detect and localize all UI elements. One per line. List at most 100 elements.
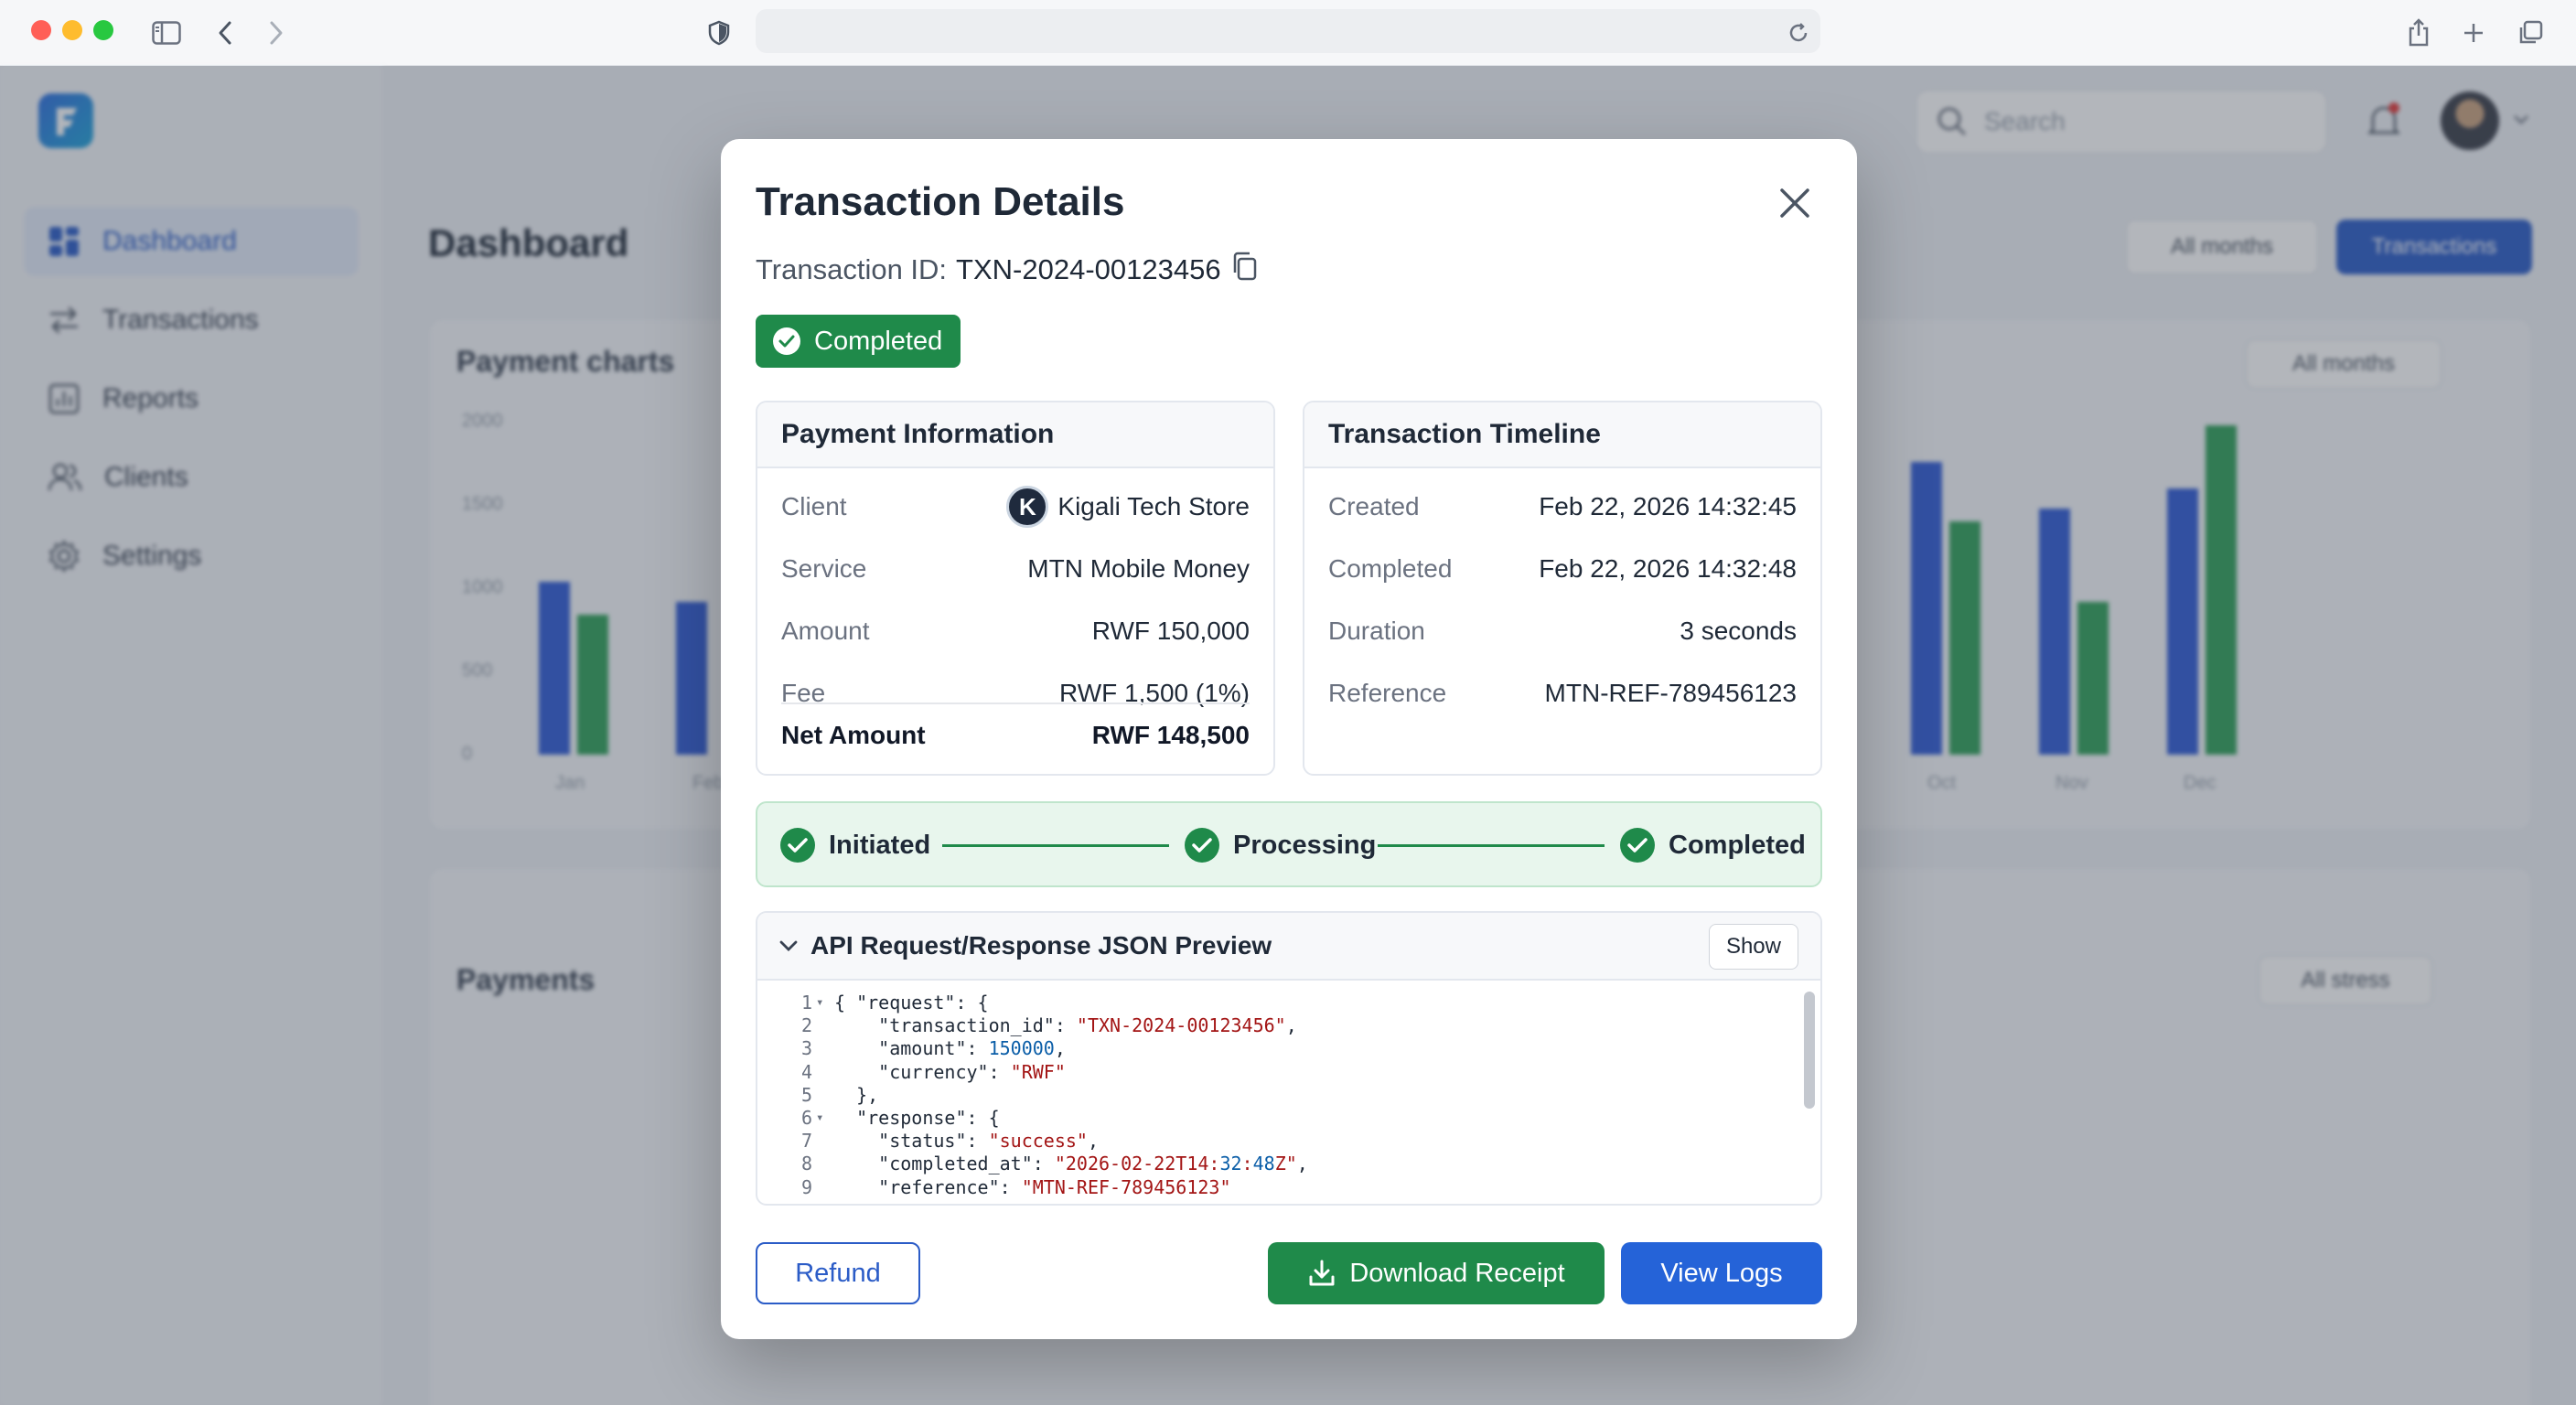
chart-bar [2167,488,2198,755]
transaction-id-row: Transaction ID: TXN-2024-00123456 [756,251,1260,289]
scrollbar[interactable] [1804,992,1815,1109]
close-icon[interactable] [1775,183,1815,223]
panel-title: Transaction Timeline [1304,402,1820,468]
sidebar-item-clients[interactable]: Clients [24,443,359,512]
back-icon[interactable] [205,13,245,53]
chart-bar [1911,461,1942,755]
reload-icon[interactable] [1778,13,1819,53]
download-receipt-button[interactable]: Download Receipt [1268,1242,1605,1304]
chart-month-filter[interactable]: All months [2246,339,2442,389]
client-logo: K [1006,486,1049,528]
amount-row: Amount RWF 150,000 [781,617,1250,645]
modal-title: Transaction Details [756,179,1125,224]
sidebar-item-dashboard[interactable]: Dashboard [24,207,359,276]
sidebar-item-settings[interactable]: Settings [24,521,359,591]
sidebar: Dashboard Transactions Reports Clients S… [0,66,384,1405]
code-line: 3 "amount": 150000, [800,1037,1066,1060]
code-line: 1 ▾{ "request": { [800,992,989,1014]
code-line: 8 "completed_at": "2026-02-22T14:32:48Z"… [800,1153,1308,1175]
sidebar-item-reports[interactable]: Reports [24,364,359,434]
x-tick-label: Oct [1927,773,1957,793]
check-circle-icon [1185,828,1219,863]
y-tick-label: 1000 [462,577,503,597]
download-icon [1309,1260,1335,1286]
maximize-window-button[interactable] [93,20,113,40]
page-title: Dashboard [428,221,629,264]
transaction-timeline-panel: Transaction Timeline Created Feb 22, 202… [1303,401,1822,776]
minimize-window-button[interactable] [62,20,82,40]
x-tick-label: Dec [2184,773,2216,793]
code-line: 5 }, [800,1083,879,1106]
y-tick-label: 500 [462,660,493,681]
browser-toolbar [0,0,2576,66]
chart-icon [48,383,80,414]
search-icon [1937,107,1967,136]
step-connector [942,844,1169,847]
view-logs-button[interactable]: View Logs [1621,1242,1822,1304]
x-tick-label: Feb [692,773,724,793]
chevron-down-icon[interactable] [2512,113,2530,126]
code-line: 6 ▾ "response": { [800,1106,1000,1129]
y-tick-label: 0 [462,744,473,764]
chart-bar [2077,601,2109,755]
sidebar-item-label: Transactions [102,305,259,335]
fee-row: Fee RWF 1,500 (1%) [781,679,1250,707]
sidebar-toggle-icon[interactable] [146,13,187,53]
chart-bar [2039,508,2070,755]
shield-icon [699,13,739,53]
copy-icon[interactable] [1230,251,1260,289]
sidebar-item-transactions[interactable]: Transactions [24,285,359,355]
check-circle-icon [780,828,815,863]
share-icon[interactable] [2399,13,2439,53]
transaction-id-label: Transaction ID: [756,253,948,285]
y-tick-label: 1500 [462,494,503,514]
step-initiated: Initiated [779,825,930,865]
address-bar[interactable] [756,9,1820,53]
chart-bar [1949,521,1980,755]
tabs-icon[interactable] [2510,13,2550,53]
service-row: Service MTN Mobile Money [781,554,1250,583]
transfer-icon [49,306,79,334]
sidebar-item-label: Clients [104,462,188,492]
transaction-details-modal: Transaction Details Transaction ID: TXN-… [721,139,1857,1339]
chart-card-title: Payment charts [456,345,675,378]
json-preview-panel: API Request/Response JSON Preview Show 1… [756,911,1822,1206]
forward-icon[interactable] [256,13,296,53]
y-tick-label: 2000 [462,411,503,431]
gear-icon [48,540,80,573]
payments-filter[interactable]: All stress [2259,956,2432,1005]
code-line: 7 "status": "success", [800,1130,1099,1153]
dashboard-icon [49,227,79,256]
code-line: 9 "reference": "MTN-REF-789456123" [800,1175,1231,1198]
show-json-button[interactable]: Show [1708,924,1798,970]
notification-bell-icon[interactable] [2364,101,2404,145]
code-line: 4 "currency": "RWF" [800,1060,1066,1083]
x-tick-label: Jan [555,773,585,793]
json-code-editor[interactable]: 1 ▾{ "request": {2 "transaction_id": "TXN… [757,982,1782,1204]
chart-bar [539,581,570,755]
transactions-button[interactable]: Transactions [2336,220,2532,274]
month-filter-dropdown[interactable]: All months [2126,220,2318,274]
new-tab-icon[interactable] [2453,13,2494,53]
step-connector [1378,844,1605,847]
status-badge: Completed [756,315,961,368]
refund-button[interactable]: Refund [756,1242,920,1304]
avatar[interactable] [2441,91,2499,150]
check-circle-icon [1620,828,1655,863]
search-input[interactable]: Search [1916,90,2327,154]
chevron-down-icon[interactable] [778,938,800,954]
payment-information-panel: Payment Information Client K Kigali Tech… [756,401,1275,776]
chart-bar [577,615,608,755]
chart-bar [2206,424,2237,755]
transaction-id-value: TXN-2024-00123456 [956,253,1221,285]
chart-bar [676,601,707,755]
json-preview-header[interactable]: API Request/Response JSON Preview Show [757,913,1820,981]
net-amount-row: Net Amount RWF 148,500 [781,721,1250,749]
completed-row: Completed Feb 22, 2026 14:32:48 [1328,554,1797,583]
code-line: 2 "transaction_id": "TXN-2024-00123456", [800,1014,1297,1037]
duration-row: Duration 3 seconds [1328,617,1797,645]
reference-row: Reference MTN-REF-789456123 [1328,679,1797,707]
panel-title: Payment Information [757,402,1273,468]
divider [781,702,1250,704]
close-window-button[interactable] [31,20,51,40]
